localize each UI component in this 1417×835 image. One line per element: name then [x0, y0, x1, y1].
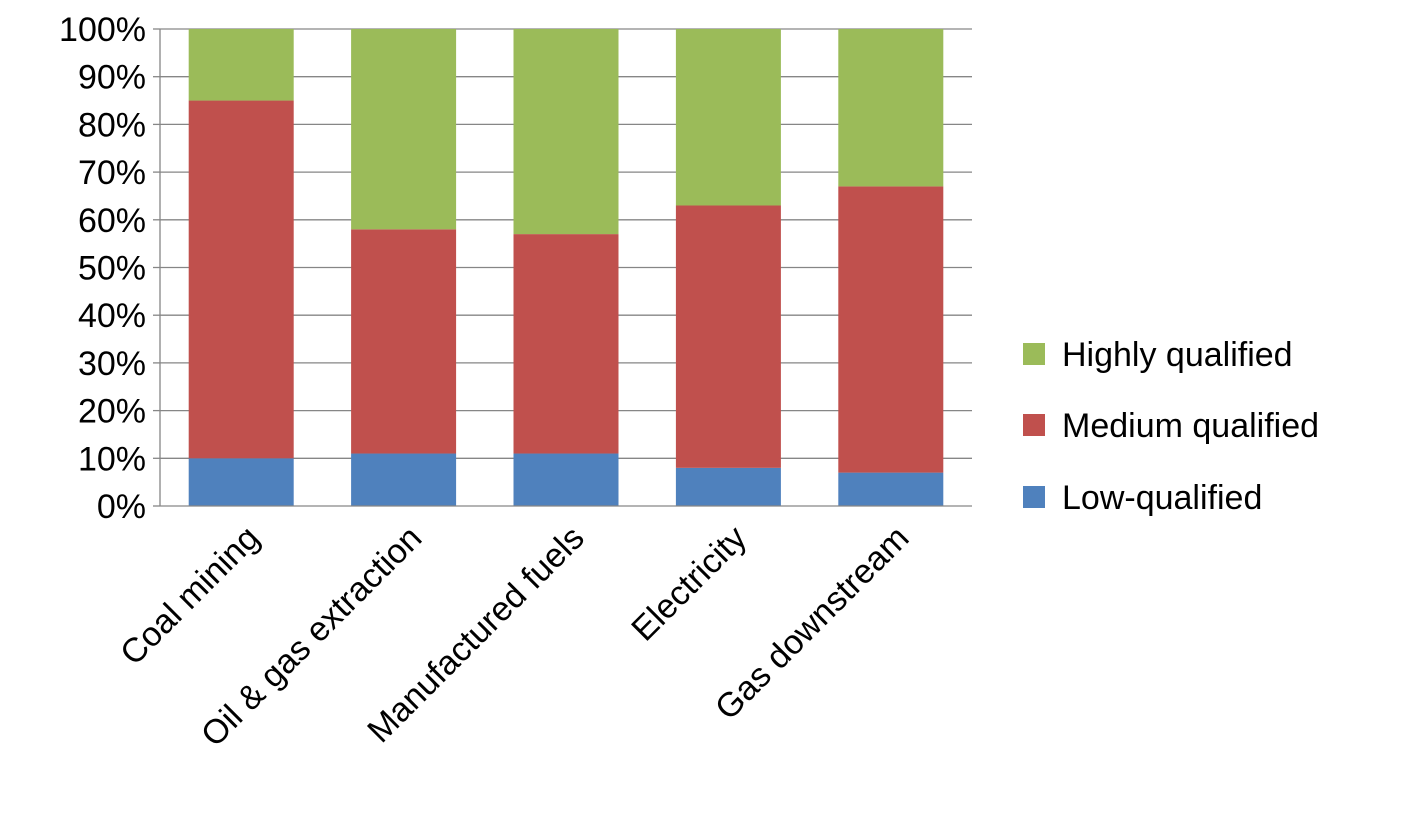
y-tick-label: 100% — [59, 11, 146, 49]
bar-segment-low-qualified — [188, 458, 294, 506]
y-tick-label: 50% — [78, 250, 146, 288]
bar-segment-medium-qualified — [838, 186, 944, 473]
legend-swatch — [1023, 414, 1045, 436]
y-tick-label: 60% — [78, 202, 146, 240]
bar-segment-medium-qualified — [675, 205, 781, 468]
bar-segment-highly-qualified — [351, 29, 457, 230]
y-tick-label: 10% — [78, 440, 146, 478]
legend-label: Medium qualified — [1062, 407, 1319, 445]
legend-swatch — [1023, 486, 1045, 508]
legend-label: Highly qualified — [1062, 336, 1293, 374]
bar-segment-highly-qualified — [513, 29, 619, 235]
y-tick-label: 40% — [78, 297, 146, 335]
y-tick-label: 30% — [78, 345, 146, 383]
bar-segment-highly-qualified — [838, 29, 944, 187]
y-tick-label: 20% — [78, 393, 146, 431]
y-tick-labels: 0% 10% 20% 30% 40% 50% 60% 70% 80% 90% 100% — [59, 11, 146, 526]
y-tick-label: 0% — [97, 488, 146, 526]
bar-segment-highly-qualified — [675, 29, 781, 206]
bar-segment-medium-qualified — [188, 100, 294, 459]
x-category-label: Electricity — [624, 519, 754, 649]
bars — [188, 29, 944, 506]
bar-segment-low-qualified — [838, 472, 944, 506]
bar-segment-medium-qualified — [351, 229, 457, 454]
axes — [153, 28, 972, 507]
legend: Highly qualified Medium qualified Low-qual… — [1023, 336, 1319, 517]
legend-swatch — [1023, 343, 1045, 365]
y-tick-label: 80% — [78, 106, 146, 144]
bar-segment-low-qualified — [351, 453, 457, 506]
bar-segment-medium-qualified — [513, 234, 619, 454]
bar-segment-highly-qualified — [188, 29, 294, 101]
y-tick-label: 70% — [78, 154, 146, 192]
bar-segment-low-qualified — [513, 453, 619, 506]
bar-segment-low-qualified — [675, 467, 781, 506]
x-category-label: Coal mining — [113, 519, 267, 673]
y-tick-label: 90% — [78, 59, 146, 97]
legend-label: Low-qualified — [1062, 479, 1262, 517]
